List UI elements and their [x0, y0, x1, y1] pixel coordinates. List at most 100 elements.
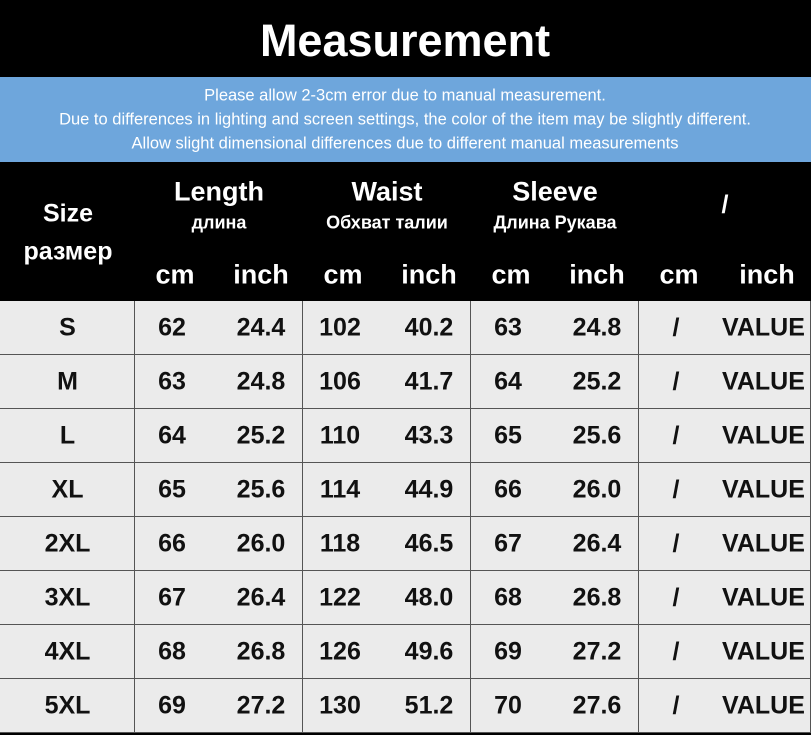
cell-text: /	[672, 367, 680, 396]
cell-text: 27.2	[236, 691, 286, 720]
cell-text: VALUE	[722, 691, 805, 720]
cell-text: 69	[158, 691, 186, 720]
cell-text: 51.2	[404, 691, 454, 720]
cell-text: 68	[494, 583, 522, 612]
cell-text: 5XL	[44, 691, 91, 720]
row-cell-bg	[303, 625, 471, 679]
group-subheader: Обхват талии	[326, 212, 448, 233]
cell-text: /	[672, 475, 680, 504]
row-cell-bg	[639, 571, 811, 625]
row-cell-bg	[303, 679, 471, 733]
note-line: Please allow 2-3cm error due to manual m…	[204, 86, 606, 105]
cell-text: 69	[494, 637, 522, 666]
cell-text: 106	[319, 367, 361, 396]
unit-header: cm	[491, 259, 531, 290]
cell-text: VALUE	[722, 583, 805, 612]
group-subheader: длина	[191, 212, 247, 233]
cell-text: 64	[158, 421, 186, 450]
row-cell-bg	[135, 679, 303, 733]
row-cell-bg	[471, 409, 639, 463]
cell-text: /	[672, 637, 680, 666]
cell-text: /	[672, 583, 680, 612]
cell-text: 27.6	[572, 691, 622, 720]
row-cell-bg	[303, 463, 471, 517]
row-cell-bg	[639, 301, 811, 355]
row-cell-bg	[471, 571, 639, 625]
group-header: Waist	[351, 176, 423, 207]
note-line: Due to differences in lighting and scree…	[59, 110, 751, 129]
cell-text: S	[59, 313, 76, 342]
cell-text: 70	[494, 691, 522, 720]
cell-text: 46.5	[404, 529, 454, 558]
row-cell-bg	[135, 571, 303, 625]
unit-header: cm	[659, 259, 699, 290]
row-cell-bg	[303, 301, 471, 355]
cell-text: 26.0	[236, 529, 286, 558]
cell-text: 66	[158, 529, 186, 558]
size-header: Size	[42, 199, 94, 228]
row-cell-bg	[639, 463, 811, 517]
row-cell-bg	[0, 571, 135, 625]
cell-text: 64	[494, 367, 522, 396]
cell-text: 25.2	[572, 367, 622, 396]
unit-header: inch	[233, 259, 289, 290]
title: Measurement	[259, 15, 551, 66]
cell-text: 25.2	[236, 421, 286, 450]
row-cell-bg	[303, 517, 471, 571]
cell-text: VALUE	[722, 529, 805, 558]
cell-text: 24.8	[236, 367, 286, 396]
row-cell-bg	[135, 355, 303, 409]
row-cell-bg	[0, 625, 135, 679]
cell-text: 102	[319, 313, 361, 342]
row-cell-bg	[303, 355, 471, 409]
cell-text: 26.8	[572, 583, 622, 612]
row-cell-bg	[303, 571, 471, 625]
cell-text: 68	[158, 637, 186, 666]
group-header: /	[721, 190, 729, 219]
row-cell-bg	[0, 409, 135, 463]
cell-text: /	[672, 421, 680, 450]
group-header: Length	[174, 176, 264, 207]
cell-text: 65	[158, 475, 186, 504]
cell-text: VALUE	[722, 637, 805, 666]
note-band	[0, 77, 811, 162]
row-cell-bg	[639, 679, 811, 733]
note-line: Allow slight dimensional differences due…	[131, 134, 679, 153]
cell-text: 26.8	[236, 637, 286, 666]
cell-text: XL	[51, 475, 84, 504]
row-cell-bg	[0, 463, 135, 517]
row-cell-bg	[471, 625, 639, 679]
cell-text: L	[59, 421, 76, 450]
cell-text: 122	[319, 583, 361, 612]
row-cell-bg	[471, 463, 639, 517]
unit-header: inch	[569, 259, 625, 290]
cell-text: /	[672, 313, 680, 342]
cell-text: 67	[158, 583, 186, 612]
row-cell-bg	[471, 301, 639, 355]
row-cell-bg	[471, 679, 639, 733]
cell-text: 43.3	[404, 421, 454, 450]
cell-text: 26.4	[572, 529, 622, 558]
cell-text: /	[672, 529, 680, 558]
cell-text: 27.2	[572, 637, 622, 666]
cell-text: VALUE	[722, 475, 805, 504]
row-cell-bg	[639, 355, 811, 409]
row-cell-bg	[471, 355, 639, 409]
row-cell-bg	[303, 409, 471, 463]
cell-text: 44.9	[404, 475, 454, 504]
group-subheader: Длина Рукава	[493, 212, 617, 233]
row-cell-bg	[639, 409, 811, 463]
cell-text: 110	[319, 421, 361, 450]
cell-text: 130	[319, 691, 361, 720]
size-header: размер	[23, 237, 113, 266]
row-cell-bg	[0, 355, 135, 409]
cell-text: 41.7	[404, 367, 454, 396]
cell-text: 26.4	[236, 583, 286, 612]
cell-text: 26.0	[572, 475, 622, 504]
cell-text: 3XL	[44, 583, 91, 612]
group-header: Sleeve	[512, 176, 598, 207]
cell-text: 63	[494, 313, 522, 342]
cell-text: 63	[158, 367, 186, 396]
unit-header: inch	[401, 259, 457, 290]
